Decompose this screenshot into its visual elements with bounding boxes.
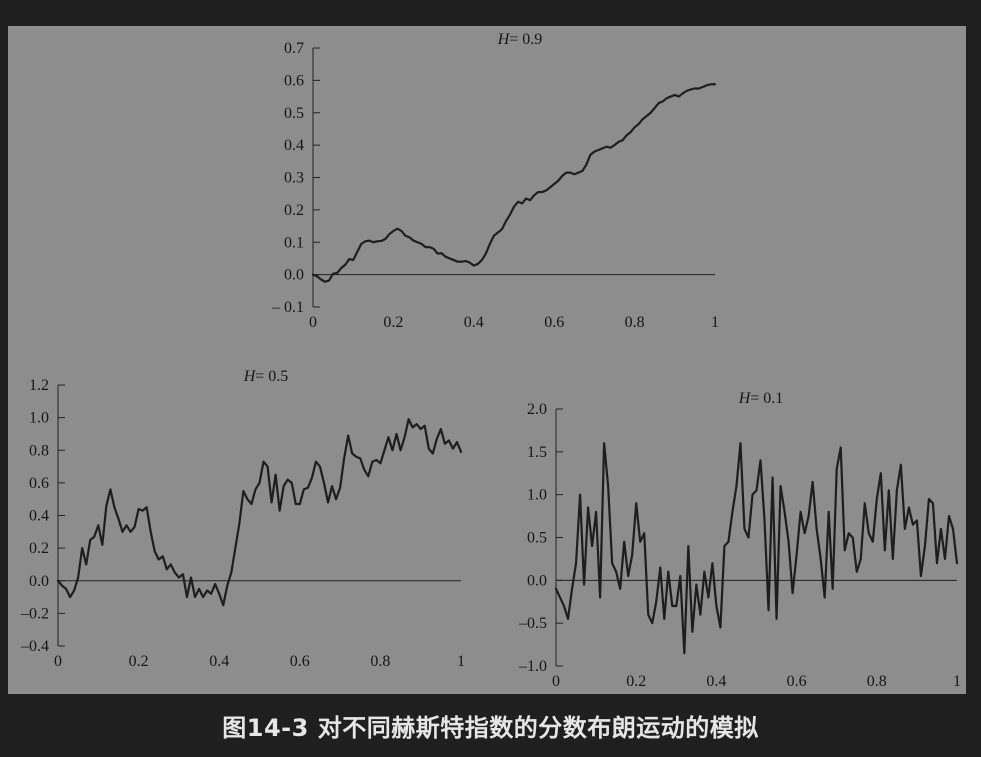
chart-title-value: = 0.9 (509, 31, 542, 48)
x-tick-label-h09: 0.4 (464, 314, 484, 331)
x-tick-label-h09: 0.6 (544, 314, 564, 331)
chart-title-h01: H= 0.1 (738, 390, 784, 407)
y-tick-label-h01: –1.0 (518, 658, 547, 675)
x-tick-label-h09: 0 (309, 314, 317, 331)
plot-panel (8, 26, 966, 694)
y-tick-label-h05: 1.0 (29, 410, 49, 427)
y-tick-label-h09: – 0.1 (271, 299, 304, 316)
y-tick-label-h05: 0.2 (29, 540, 49, 557)
chart-title-var: H (243, 368, 257, 385)
series-line-h09 (311, 83, 717, 283)
x-tick-label-h05: 0.2 (129, 653, 149, 670)
y-tick-label-h09: 0.5 (284, 105, 304, 122)
y-tick-label-h05: 0.4 (29, 508, 49, 525)
x-tick-label-h01: 0.2 (626, 673, 646, 690)
y-tick-label-h05: –0.4 (20, 638, 49, 655)
y-tick-label-h09: 0.6 (284, 72, 304, 89)
y-tick-label-h05: 0.0 (29, 573, 49, 590)
x-tick-label-h01: 0 (552, 673, 560, 690)
y-tick-label-h05: 0.6 (29, 475, 49, 492)
chart-h09: – 0.1 0.0 0.1 0.2 0.3 0.4 0.5 0.6 0.7 0 0.2 0.4 0.6 0… (271, 31, 719, 331)
x-tick-label-h09: 0.8 (625, 314, 645, 331)
x-tick-label-h01: 0.8 (867, 673, 887, 690)
y-tick-label-h09: 0.1 (284, 234, 304, 251)
y-tick-label-h05: 0.8 (29, 442, 49, 459)
chart-title-var: H (738, 390, 752, 407)
chart-title-value: = 0.1 (750, 390, 783, 407)
y-tick-label-h05: 1.2 (29, 377, 49, 394)
x-tick-label-h09: 0.2 (383, 314, 403, 331)
chart-title-h05: H= 0.5 (243, 368, 289, 385)
chart-h05: –0.4 –0.2 0.0 0.2 0.4 0.6 0.8 1.0 1.2 0 0.2 0.4 0.6 0… (20, 368, 465, 670)
chart-title-value: = 0.5 (255, 368, 288, 385)
y-tick-label-h09: 0.2 (284, 202, 304, 219)
chart-title-h09: H= 0.9 (497, 31, 543, 48)
figure-caption: 图14-3 对不同赫斯特指数的分数布朗运动的模拟 (222, 714, 759, 742)
x-tick-label-h09: 1 (711, 314, 719, 331)
y-tick-label-h01: 0.5 (527, 530, 547, 547)
y-tick-label-h09: 0.7 (284, 40, 304, 57)
x-tick-label-h01: 1 (953, 673, 961, 690)
chart-title-var: H (497, 31, 511, 48)
y-tick-label-h09: 0.3 (284, 170, 304, 187)
series-line-h01 (554, 442, 959, 655)
y-tick-label-h01: 1.0 (527, 487, 547, 504)
y-tick-label-h09: 0.0 (284, 267, 304, 284)
y-tick-label-h09: 0.4 (284, 137, 304, 154)
x-tick-label-h05: 0.6 (290, 653, 310, 670)
x-tick-label-h05: 1 (457, 653, 465, 670)
x-tick-label-h01: 0.4 (706, 673, 726, 690)
x-tick-label-h05: 0.4 (209, 653, 229, 670)
y-tick-label-h01: –0.5 (518, 615, 547, 632)
chart-h01: –1.0 –0.5 0.0 0.5 1.0 1.5 2.0 0 0.2 0.4 0.6 0.8 1 H= … (518, 390, 961, 690)
y-tick-label-h01: 1.5 (527, 444, 547, 461)
x-tick-label-h05: 0 (54, 653, 62, 670)
series-line-h05 (56, 418, 463, 607)
y-tick-label-h05: –0.2 (20, 605, 49, 622)
x-tick-label-h05: 0.8 (370, 653, 390, 670)
y-tick-label-h01: 0.0 (527, 572, 547, 589)
y-tick-label-h01: 2.0 (527, 401, 547, 418)
x-tick-label-h01: 0.6 (787, 673, 807, 690)
